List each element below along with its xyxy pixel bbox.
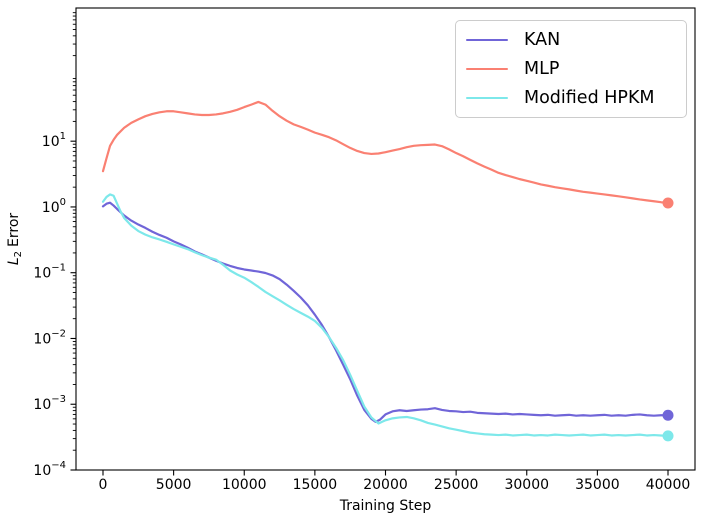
series-line-mlp [101,100,670,205]
y-tick-label: 10−3 [33,394,66,413]
legend-item-mlp: MLP [466,55,686,84]
x-axis-label: Training Step [339,498,432,514]
legend-label: MLP [524,59,560,79]
y-axis-label-symbol: L [6,257,22,266]
x-tick-label: 30000 [504,477,549,493]
y-tick-label: 10−2 [33,328,66,347]
y-axis-label-subscript: 2 [13,250,24,258]
y-tick-label: 101 [42,131,66,150]
x-tick-label: 5000 [156,477,192,493]
series-line-kan [101,201,670,423]
end-marker-kan [662,409,674,421]
x-tick-label: 10000 [222,477,267,493]
end-marker-mlp [662,197,674,209]
x-tick-label: 35000 [575,477,620,493]
y-axis-label: L2 Error [6,213,24,265]
x-tick-label: 0 [99,477,108,493]
legend: KAN MLP Modified HPKM [455,20,687,118]
legend-item-kan: KAN [466,26,686,55]
legend-label: KAN [524,30,561,50]
y-axis-label-text: Error [6,212,22,247]
x-tick-label: 20000 [363,477,408,493]
y-tick-label: 10−4 [33,460,66,479]
legend-line-sample [466,38,508,42]
y-tick-label: 10−1 [33,263,66,282]
y-tick-label: 100 [42,197,66,216]
legend-line-sample [466,67,508,71]
x-tick-label: 40000 [646,477,691,493]
end-marker-modified-hpkm [662,430,674,442]
legend-line-sample [466,96,508,100]
series-line-modified-hpkm [101,193,670,437]
legend-item-modified-hpkm: Modified HPKM [466,84,686,113]
x-tick-label: 15000 [293,477,338,493]
legend-label: Modified HPKM [524,88,655,108]
x-tick-label: 25000 [434,477,479,493]
